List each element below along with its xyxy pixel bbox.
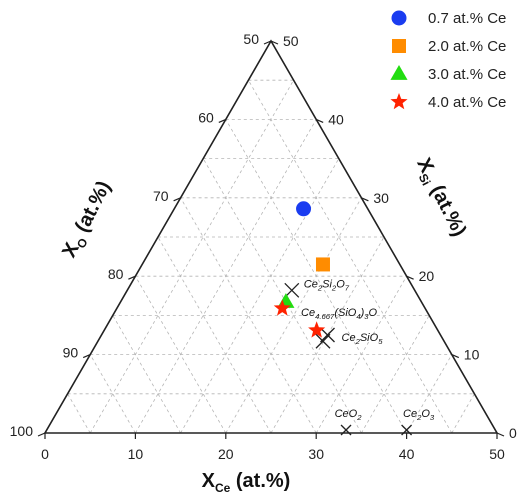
data-points [273,201,330,338]
legend-marker-circle [391,10,407,26]
axis-title-si: XSi (at.%) [410,155,471,242]
compound-label: Ce2O3 [403,408,435,422]
grid-line-ce-5 [89,80,294,434]
tick-label-si: 20 [419,268,435,284]
tick-mark-si-0 [496,432,505,437]
grid-line-o-5 [67,393,91,434]
cross-stroke [401,424,413,436]
axis-titles: XCe (at.%) XSi (at.%) XO (at.%) [58,155,470,494]
grid-line-o-40 [225,119,407,434]
grid-line-o-15 [112,315,181,434]
grid-line-ce-25 [270,236,385,434]
grid-line-o-20 [135,276,227,434]
axis-title-ce: XCe (at.%) [202,470,291,494]
tick-mark-o-50 [263,40,272,45]
grid-line-o-45 [248,80,453,434]
tick-mark-o-100 [37,432,46,437]
cross-stroke [320,327,335,343]
tick-label-ce: 40 [399,446,415,462]
tick-label-ce: 0 [41,446,49,462]
legend-marker-star [390,93,408,110]
tick-label-si: 30 [373,190,389,206]
compound-marker [320,327,335,343]
tick-label-ce: 50 [489,446,505,462]
legend-label: 3.0 at.% Ce [428,66,506,83]
grid-line-ce-35 [361,315,430,434]
cross-stroke [284,282,300,298]
point-circle-1 [296,201,312,217]
legend-label: 2.0 at.% Ce [428,38,506,55]
tick-label-o: 100 [10,423,34,439]
tick-label-o: 50 [243,31,259,47]
cross-stroke [340,424,352,436]
legend: 0.7 at.% Ce 2.0 at.% Ce 3.0 at.% Ce 4.0 at.… [390,10,506,111]
grid-line-o-25 [157,236,272,434]
tick-label-si: 40 [328,111,344,127]
tick-label-ce: 20 [218,446,234,462]
compound-label: Ce4.667(SiO4)3O [301,307,378,321]
point-square-1 [315,257,330,272]
tick-label-ce: 30 [308,446,324,462]
tick-mark-si-40 [315,118,324,123]
legend-marker-triangle [390,65,408,80]
tick-label-o: 70 [153,188,169,204]
tick-mark-o-80 [128,275,136,280]
compound-label: CeO2 [335,408,363,422]
grid-line-ce-45 [451,393,475,434]
compound-marker [315,333,331,349]
triangle-frame [43,39,499,434]
tick-label-o: 90 [63,345,79,361]
grid-line-ce-15 [180,158,340,434]
triangle-outline [43,39,499,434]
legend-label: 0.7 at.% Ce [428,10,506,27]
tick-mark-o-60 [218,118,227,123]
compound-marker [340,424,352,436]
tick-mark-o-70 [173,197,181,202]
axis-title-o: XO (at.%) [58,177,118,262]
tick-label-o: 80 [108,266,124,282]
tick-label-si: 50 [283,33,299,49]
tick-mark-si-30 [361,197,369,202]
tick-label-ce: 10 [128,446,144,462]
tick-label-si: 10 [464,347,480,363]
point-star-1 [273,299,291,316]
legend-marker-square [392,39,406,53]
tick-mark-si-20 [406,275,414,280]
grid [67,79,475,434]
compound-marker [284,282,300,298]
compound-markers: Ce2Si2O7 Ce4.667(SiO4)3O Ce2SiO5 CeO2 Ce2O3 [284,278,435,436]
tick-mark-o-90 [82,354,91,359]
compound-label: Ce2Si2O7 [304,278,350,292]
cross-stroke [315,333,331,349]
legend-label: 4.0 at.% Ce [428,94,506,111]
tick-label-o: 60 [198,109,214,125]
tick-mark-si-10 [451,354,460,359]
tick-mark-si-50 [270,40,279,45]
compound-label: Ce2SiO5 [342,332,384,346]
compound-marker [401,424,413,436]
grid-line-o-35 [202,158,362,434]
tick-label-si: 0 [509,425,517,441]
point-star-2 [308,321,326,338]
